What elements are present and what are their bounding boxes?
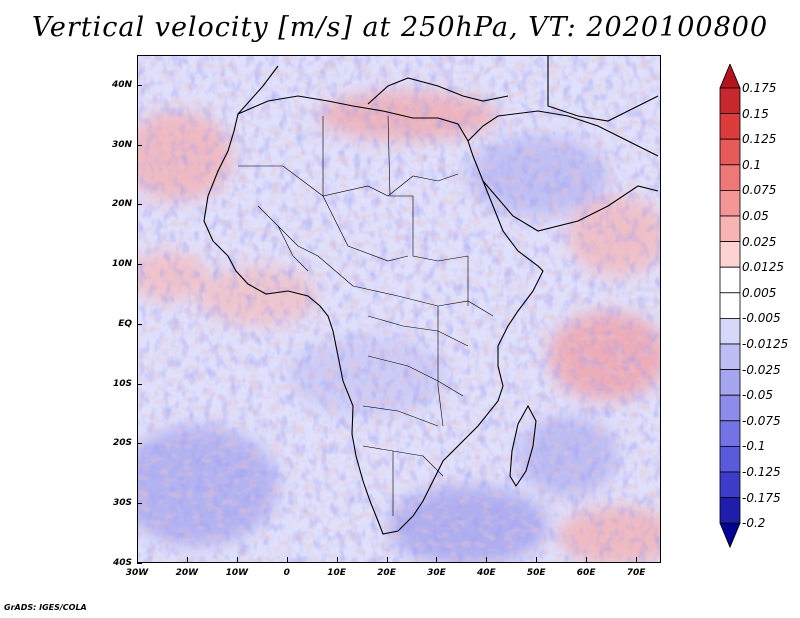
lon-tick-mark: [236, 557, 238, 562]
grads-credit: GrADS: IGES/COLA: [4, 603, 87, 612]
colorbar-tick-label: -0.1: [742, 439, 766, 454]
colorbar-bin: [719, 138, 741, 166]
lat-tick-mark: [137, 84, 142, 86]
lat-tick-label: 30S: [112, 498, 132, 509]
colorbar-bin: [719, 215, 741, 243]
lat-tick-mark: [137, 443, 142, 445]
colorbar-bin: [719, 87, 741, 115]
lon-tick-label: 70E: [626, 568, 646, 578]
lat-tick-mark: [137, 144, 142, 146]
lon-tick-label: 60E: [576, 568, 596, 578]
colorbar-bin: [719, 471, 741, 499]
lat-tick-mark: [137, 383, 142, 385]
colorbar-bin: [719, 64, 741, 89]
colorbar-bin: [719, 317, 741, 345]
colorbar-tick-label: -0.005: [742, 311, 781, 326]
lat-tick-mark: [137, 503, 142, 505]
colorbar-bin: [719, 394, 741, 422]
map-title: Vertical velocity [m/s] at 250hPa, VT: 2…: [31, 12, 769, 43]
lat-tick-mark: [137, 323, 142, 325]
lat-tick-label: EQ: [118, 318, 132, 329]
colorbar-tick-label: 0.175: [742, 81, 777, 95]
lon-tick-mark: [636, 557, 638, 562]
colorbar-bin: [719, 241, 741, 268]
colorbar-tick-label: -0.05: [742, 388, 774, 403]
map-plot-area[interactable]: [137, 55, 661, 563]
colorbar: [719, 64, 741, 549]
lon-tick-label: 50E: [526, 568, 546, 578]
lon-tick-label: 30W: [125, 568, 149, 578]
lon-tick-mark: [586, 557, 588, 562]
lon-tick-label: 40E: [476, 568, 496, 578]
colorbar-tick-label: 0.005: [742, 285, 777, 300]
colorbar-tick-label: 0.075: [742, 183, 777, 198]
colorbar-tick-label: -0.2: [742, 516, 766, 531]
colorbar-bin: [719, 420, 741, 447]
lon-tick-label: 20W: [175, 568, 199, 578]
lat-tick-mark: [137, 204, 142, 206]
colorbar-tick-label: 0.15: [742, 106, 769, 121]
lon-tick-mark: [486, 557, 488, 562]
lon-tick-mark: [386, 557, 388, 562]
lat-tick-label: 10N: [111, 259, 132, 270]
colorbar-tick-label: 0.125: [742, 132, 777, 147]
lon-tick-mark: [186, 557, 188, 562]
lat-tick-mark: [137, 563, 142, 564]
colorbar-bin: [719, 369, 741, 396]
lat-tick-label: 40S: [112, 558, 132, 568]
lon-tick-mark: [336, 557, 338, 562]
lon-tick-mark: [536, 557, 538, 562]
lat-tick-label: 20S: [112, 438, 132, 449]
colorbar-bin: [719, 497, 741, 524]
lon-tick-label: 0: [283, 568, 290, 578]
colorbar-tick-label: 0.1: [742, 157, 762, 172]
colorbar-tick-label: 0.025: [742, 234, 777, 249]
lon-tick-mark: [137, 557, 138, 562]
colorbar-tick-label: -0.025: [742, 362, 781, 377]
country-borders: [238, 115, 494, 516]
colorbar-bin: [719, 343, 741, 371]
colorbar-tick-label: -0.125: [742, 465, 781, 479]
lat-tick-label: 40N: [111, 79, 132, 90]
lat-tick-label: 30N: [111, 139, 132, 150]
colorbar-tick-label: -0.175: [742, 490, 781, 505]
colorbar-bin: [719, 292, 741, 319]
lon-tick-mark: [286, 557, 288, 562]
africa-coastline: [203, 56, 659, 535]
lon-tick-mark: [436, 557, 438, 562]
lat-tick-label: 20N: [111, 199, 132, 210]
lat-tick-label: 10S: [112, 378, 132, 389]
colorbar-bin: [719, 113, 741, 140]
colorbar-tick-label: -0.0125: [742, 337, 789, 351]
colorbar-bin: [719, 164, 741, 191]
lon-tick-label: 20E: [377, 568, 396, 578]
vertical-velocity-field: [138, 56, 660, 562]
colorbar-tick-label: 0.0125: [742, 260, 784, 275]
colorbar-bin: [719, 522, 741, 549]
lat-tick-mark: [137, 264, 142, 266]
colorbar-bin: [719, 190, 741, 217]
colorbar-bin: [719, 445, 741, 473]
colorbar-bin: [719, 266, 741, 294]
lon-tick-label: 10E: [327, 568, 346, 578]
colorbar-tick-label: -0.075: [742, 413, 781, 428]
lon-tick-label: 10W: [225, 568, 249, 578]
lon-tick-label: 30E: [427, 568, 446, 578]
colorbar-tick-label: 0.05: [742, 209, 769, 223]
